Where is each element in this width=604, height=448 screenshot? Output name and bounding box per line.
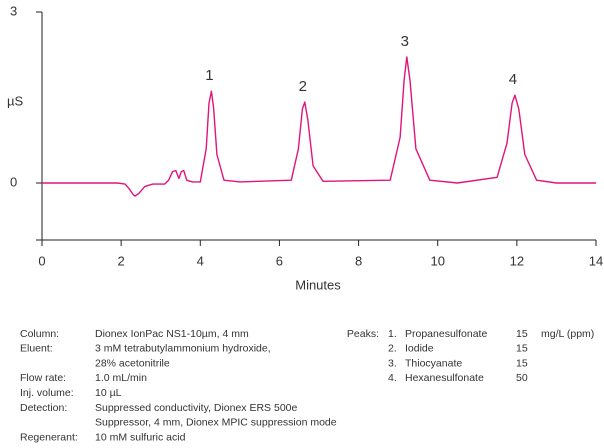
x-tick-label: 14 bbox=[589, 253, 603, 268]
peak-name: Propanesulfonate bbox=[405, 328, 487, 340]
condition-label: Inj. volume: bbox=[20, 387, 74, 399]
peak-number: 3. bbox=[388, 357, 397, 369]
peak-name: Hexanesulfonate bbox=[405, 372, 484, 384]
y-tick-label: 3 bbox=[10, 3, 17, 18]
peaks-unit: mg/L (ppm) bbox=[541, 328, 594, 340]
x-tick-label: 12 bbox=[510, 253, 524, 268]
peak-label: 3 bbox=[401, 33, 409, 50]
condition-label: Column: bbox=[20, 328, 59, 340]
peak-label: 1 bbox=[205, 67, 213, 84]
x-tick-label: 8 bbox=[355, 253, 362, 268]
condition-value: Suppressor, 4 mm, Dionex MPIC suppressio… bbox=[95, 417, 337, 429]
trace bbox=[42, 56, 596, 197]
condition-value: Suppressed conductivity, Dionex ERS 500e bbox=[95, 402, 297, 414]
condition-label: Eluent: bbox=[20, 343, 53, 355]
condition-value: 3 mM tetrabutylammonium hydroxide, bbox=[95, 343, 271, 355]
peak-concentration: 15 bbox=[516, 357, 528, 369]
peak-concentration: 15 bbox=[516, 343, 528, 355]
condition-label: Flow rate: bbox=[20, 372, 66, 384]
x-tick-label: 0 bbox=[38, 253, 45, 268]
condition-value: 10 µL bbox=[95, 387, 122, 399]
x-tick-label: 10 bbox=[430, 253, 444, 268]
peak-number: 2. bbox=[388, 343, 397, 355]
condition-label: Regenerant: bbox=[20, 431, 78, 443]
peak-number: 4. bbox=[388, 372, 397, 384]
condition-value: 1.0 mL/min bbox=[95, 372, 147, 384]
condition-label: Detection: bbox=[20, 402, 67, 414]
x-tick-label: 2 bbox=[118, 253, 125, 268]
condition-value: Dionex IonPac NS1-10µm, 4 mm bbox=[95, 328, 249, 340]
peak-name: Thiocyanate bbox=[405, 357, 462, 369]
x-tick-label: 6 bbox=[276, 253, 283, 268]
x-tick-label: 4 bbox=[197, 253, 204, 268]
y-axis-label: µS bbox=[7, 93, 23, 108]
condition-value: 28% acetonitrile bbox=[95, 357, 170, 369]
peaks-label: Peaks: bbox=[347, 328, 379, 340]
peak-number: 1. bbox=[388, 328, 397, 340]
peak-concentration: 50 bbox=[516, 372, 528, 384]
x-axis-label: Minutes bbox=[295, 277, 341, 292]
y-tick-label: 0 bbox=[10, 174, 17, 189]
peak-name: Iodide bbox=[405, 343, 434, 355]
peak-label: 2 bbox=[299, 78, 307, 95]
peak-concentration: 15 bbox=[516, 328, 528, 340]
condition-value: 10 mM sulfuric acid bbox=[95, 431, 186, 443]
peak-label: 4 bbox=[509, 71, 517, 88]
